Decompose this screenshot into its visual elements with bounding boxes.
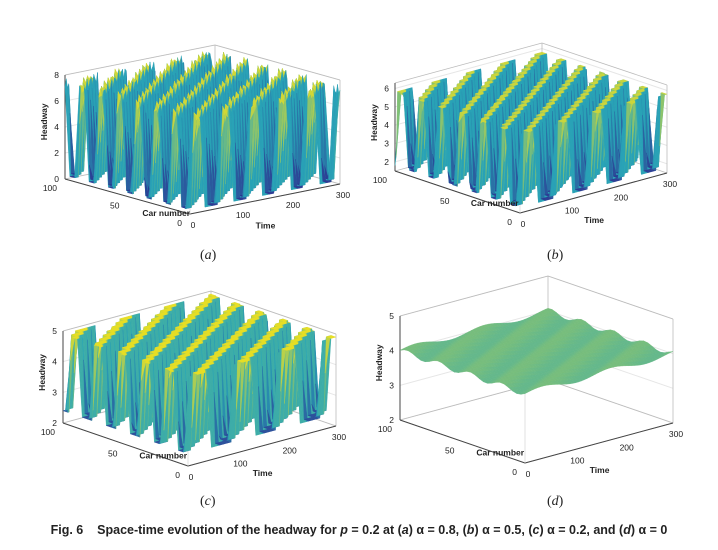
axis-line (214, 44, 341, 81)
x-tick-label: 0 (191, 220, 196, 230)
surface (64, 51, 341, 210)
y-tick-label: 100 (43, 183, 57, 193)
x-tick-label: 100 (236, 210, 250, 220)
y-axis-label: Car number (142, 208, 190, 218)
surface (394, 51, 668, 207)
z-tick-label: 4 (54, 122, 59, 132)
y-tick-label: 0 (177, 218, 182, 228)
x-tick-label: 300 (336, 190, 350, 200)
y-tick-label: 50 (110, 201, 120, 211)
z-axis-label: Headway (39, 103, 49, 140)
y-axis (64, 178, 191, 215)
z-tick-label: 2 (54, 148, 59, 158)
x-tick-label: 200 (286, 200, 300, 210)
z-tick-label: 8 (54, 70, 59, 80)
z-tick-label: 6 (54, 96, 59, 106)
axis-line (64, 44, 216, 76)
x-axis-label: Time (256, 221, 276, 231)
x-axis (189, 183, 341, 215)
